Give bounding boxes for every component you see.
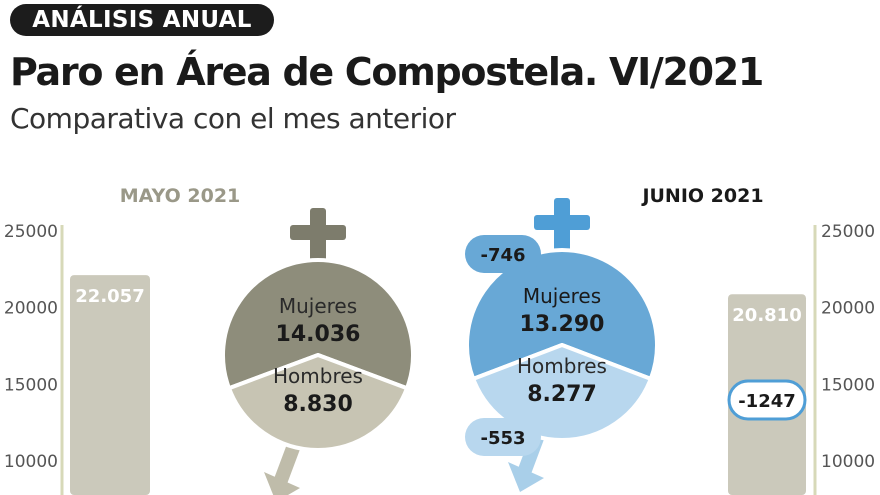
venus-symbol-bar-may	[290, 225, 346, 240]
y-tick-label-right: 20000	[821, 299, 875, 319]
pie-slice-women-may	[221, 258, 415, 391]
pie-slice-women-june	[465, 248, 659, 381]
bar-may	[70, 275, 150, 495]
y-tick-label-left: 10000	[4, 452, 58, 472]
category-label-june: JUNIO 2021	[640, 185, 763, 207]
total-change-badge	[727, 379, 807, 421]
change-badge-women	[465, 235, 541, 273]
pie-label-women-june: Mujeres	[523, 284, 601, 308]
section-badge: ANÁLISIS ANUAL	[10, 4, 274, 36]
y-tick-label-right: 10000	[821, 452, 875, 472]
change-label-men: -553	[480, 428, 525, 449]
change-label-women: -746	[480, 245, 525, 266]
pie-value-women-june: 13.290	[520, 312, 605, 337]
pie-label-men-may: Hombres	[273, 364, 363, 388]
chart-subtitle: Comparativa con el mes anterior	[10, 102, 456, 135]
pie-value-men-may: 8.830	[283, 392, 353, 417]
venus-symbol-bar-june	[534, 215, 590, 230]
pie-value-women-may: 14.036	[276, 322, 361, 347]
mars-symbol-head-may	[264, 472, 300, 495]
pie-label-women-may: Mujeres	[279, 294, 357, 318]
pie-label-men-june: Hombres	[517, 354, 607, 378]
total-change-label: -1247	[738, 391, 796, 412]
bar-value-label-may: 22.057	[75, 286, 144, 307]
y-tick-label-right: 25000	[821, 222, 875, 242]
pie-slice-men-may	[227, 353, 409, 452]
y-tick-label-left: 25000	[4, 222, 58, 242]
category-label-may: MAYO 2021	[120, 185, 241, 207]
pie-value-men-june: 8.277	[527, 382, 597, 407]
y-tick-label-left: 20000	[4, 299, 58, 319]
mars-symbol-head-june	[508, 462, 544, 492]
pie-slice-men-june	[471, 343, 653, 442]
change-badge-men	[465, 418, 541, 456]
bar-value-label-june: 20.810	[732, 305, 801, 326]
chart-title: Paro en Área de Compostela. VI/2021	[10, 50, 764, 94]
y-tick-label-left: 15000	[4, 375, 58, 395]
y-tick-label-right: 15000	[821, 375, 875, 395]
